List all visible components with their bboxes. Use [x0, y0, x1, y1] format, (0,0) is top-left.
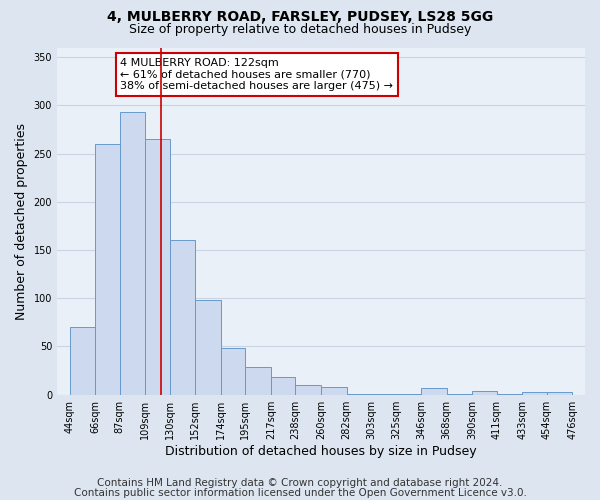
Bar — [70, 327, 95, 394]
Bar — [547, 392, 572, 394]
Bar — [95, 144, 120, 395]
Bar — [295, 385, 321, 394]
Bar — [245, 366, 271, 394]
Bar — [522, 392, 547, 394]
Bar — [145, 139, 170, 394]
Text: Size of property relative to detached houses in Pudsey: Size of property relative to detached ho… — [129, 22, 471, 36]
Text: Contains public sector information licensed under the Open Government Licence v3: Contains public sector information licen… — [74, 488, 526, 498]
Bar — [421, 388, 446, 394]
Text: Contains HM Land Registry data © Crown copyright and database right 2024.: Contains HM Land Registry data © Crown c… — [97, 478, 503, 488]
Bar — [120, 112, 145, 395]
Bar — [221, 348, 245, 395]
Bar — [271, 378, 295, 394]
X-axis label: Distribution of detached houses by size in Pudsey: Distribution of detached houses by size … — [165, 444, 477, 458]
Bar — [196, 300, 221, 394]
Y-axis label: Number of detached properties: Number of detached properties — [15, 122, 28, 320]
Bar — [170, 240, 196, 394]
Text: 4 MULBERRY ROAD: 122sqm
← 61% of detached houses are smaller (770)
38% of semi-d: 4 MULBERRY ROAD: 122sqm ← 61% of detache… — [121, 58, 394, 91]
Text: 4, MULBERRY ROAD, FARSLEY, PUDSEY, LS28 5GG: 4, MULBERRY ROAD, FARSLEY, PUDSEY, LS28 … — [107, 10, 493, 24]
Bar — [321, 387, 347, 394]
Bar — [472, 391, 497, 394]
